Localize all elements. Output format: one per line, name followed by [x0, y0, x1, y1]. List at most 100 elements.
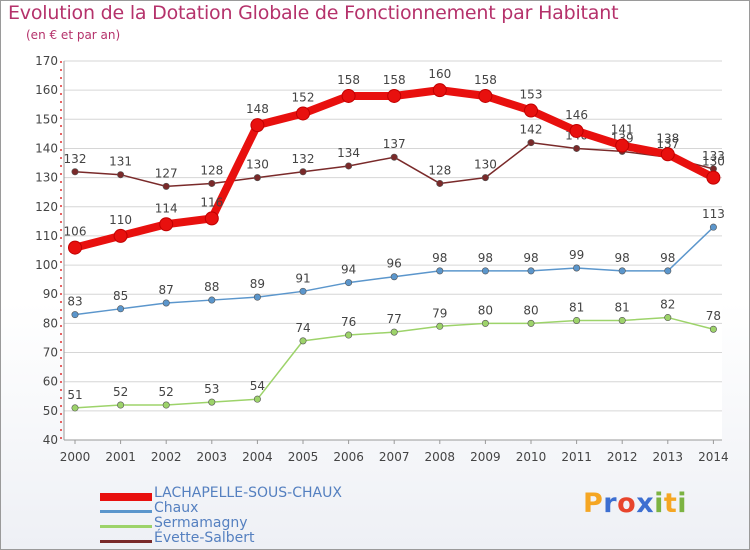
data-point: [573, 144, 581, 152]
data-point: [436, 322, 444, 330]
data-point: [527, 319, 535, 327]
logo-letter: r: [603, 488, 618, 519]
data-point: [660, 147, 675, 162]
x-tick-label: 2011: [561, 450, 592, 464]
data-label: 54: [250, 379, 265, 393]
y-tick-label: 40: [43, 433, 58, 447]
data-point: [71, 404, 79, 412]
data-point: [709, 223, 717, 231]
data-label: 106: [64, 225, 87, 239]
data-label: 116: [200, 195, 223, 209]
legend-swatch: [100, 510, 152, 513]
x-tick-label: 2003: [197, 450, 228, 464]
data-label: 80: [478, 303, 493, 317]
logo-letter: i: [654, 488, 664, 519]
data-label: 146: [565, 108, 588, 122]
data-point: [527, 139, 535, 147]
y-tick-label: 150: [35, 112, 58, 126]
data-point: [436, 267, 444, 275]
data-label: 96: [387, 257, 402, 271]
data-label: 127: [155, 166, 178, 180]
data-point: [573, 264, 581, 272]
chart-legend: LACHAPELLE-SOUS-CHAUX Chaux Sermamagny É…: [100, 485, 420, 546]
data-point: [299, 287, 307, 295]
data-point: [299, 337, 307, 345]
x-tick-label: 2010: [516, 450, 547, 464]
x-tick-label: 2002: [151, 450, 182, 464]
data-label: 79: [432, 306, 447, 320]
data-point: [71, 168, 79, 176]
x-tick-label: 2012: [607, 450, 638, 464]
data-point: [253, 174, 261, 182]
data-label: 141: [611, 123, 634, 137]
legend-item: Sermamagny: [100, 515, 420, 531]
y-tick-label: 90: [43, 287, 58, 301]
x-tick-label: 2009: [470, 450, 501, 464]
data-label: 153: [520, 88, 543, 102]
chart-subtitle: (en € et par an): [26, 28, 121, 42]
data-label: 130: [246, 158, 269, 172]
data-label: 128: [200, 163, 223, 177]
data-label: 76: [341, 315, 356, 329]
data-label: 98: [523, 251, 538, 265]
data-point: [436, 179, 444, 187]
data-label: 98: [478, 251, 493, 265]
data-point: [664, 314, 672, 322]
logo-letter: o: [617, 488, 637, 519]
data-label: 91: [295, 271, 310, 285]
data-point: [709, 325, 717, 333]
data-point: [162, 401, 170, 409]
y-tick-label: 170: [35, 54, 58, 68]
data-point: [345, 162, 353, 170]
data-point: [68, 240, 82, 255]
proxiti-logo: Proxiti: [583, 488, 687, 519]
data-point: [618, 316, 626, 324]
data-point: [615, 138, 630, 153]
data-label: 98: [660, 251, 675, 265]
data-point: [345, 279, 353, 287]
data-point: [618, 267, 626, 275]
data-label: 52: [159, 385, 174, 399]
data-point: [253, 395, 261, 403]
data-point: [117, 171, 125, 179]
legend-label: Chaux: [154, 500, 199, 516]
data-label: 77: [387, 312, 402, 326]
data-point: [706, 170, 721, 185]
data-point: [524, 103, 538, 118]
data-label: 51: [67, 388, 82, 402]
data-label: 130: [474, 158, 497, 172]
x-tick-label: 2001: [105, 450, 136, 464]
data-point: [527, 267, 535, 275]
x-tick-label: 2005: [288, 450, 319, 464]
data-label: 82: [660, 298, 675, 312]
data-label: 80: [523, 303, 538, 317]
data-label: 160: [428, 67, 451, 81]
x-tick-label: 2014: [698, 450, 729, 464]
data-label: 88: [204, 280, 219, 294]
y-tick-label: 140: [35, 141, 58, 155]
data-point: [481, 267, 489, 275]
data-label: 78: [706, 309, 721, 323]
legend-swatch: [100, 525, 152, 528]
data-label: 81: [615, 300, 630, 314]
data-label: 130: [702, 155, 725, 169]
y-tick-label: 130: [35, 171, 58, 185]
data-label: 132: [64, 152, 87, 166]
y-tick-label: 70: [43, 346, 58, 360]
y-tick-label: 120: [35, 200, 58, 214]
data-point: [432, 83, 447, 98]
data-label: 128: [428, 163, 451, 177]
data-label: 110: [109, 213, 132, 227]
data-label: 131: [109, 155, 132, 169]
data-point: [208, 398, 216, 406]
x-tick-label: 2006: [333, 450, 364, 464]
y-tick-label: 80: [43, 316, 58, 330]
data-point: [71, 311, 79, 319]
data-label: 52: [113, 385, 128, 399]
x-tick-label: 2008: [425, 450, 456, 464]
legend-swatch: [100, 493, 152, 501]
data-label: 87: [159, 283, 174, 297]
data-label: 83: [67, 295, 82, 309]
data-point: [250, 118, 265, 133]
